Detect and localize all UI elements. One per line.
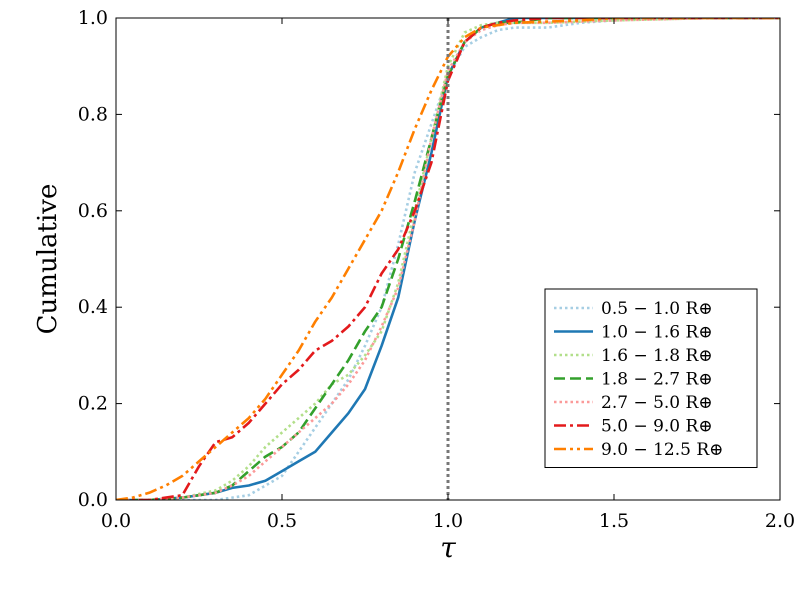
x-tick-label: 0.5 [267, 510, 297, 532]
legend-label-2: 1.0 − 1.6 R⊕ [601, 323, 713, 343]
y-tick-label: 0.8 [78, 103, 108, 125]
series-line-3 [116, 18, 780, 500]
y-tick-label: 1.0 [78, 7, 108, 29]
series-line-7 [116, 18, 780, 500]
y-tick-label: 0.2 [78, 393, 108, 415]
series-line-6 [116, 18, 780, 500]
series-layer [116, 18, 780, 500]
y-tick-label: 0.0 [78, 489, 108, 511]
y-tick-label: 0.6 [78, 200, 108, 222]
x-tick-label: 0.0 [101, 510, 131, 532]
x-tick-label: 2.0 [765, 510, 795, 532]
series-line-2 [116, 18, 780, 500]
series-line-1 [116, 18, 780, 500]
legend-label-3: 1.6 − 1.8 R⊕ [601, 346, 713, 366]
x-tick-label: 1.0 [433, 510, 463, 532]
series-line-5 [116, 18, 780, 500]
x-tick-label: 1.5 [599, 510, 629, 532]
y-tick-label: 0.4 [78, 296, 108, 318]
legend-label-7: 9.0 − 12.5 R⊕ [601, 440, 723, 460]
legend-label-1: 0.5 − 1.0 R⊕ [601, 299, 713, 319]
x-axis-title: τ [440, 531, 456, 564]
legend-label-5: 2.7 − 5.0 R⊕ [601, 393, 713, 413]
y-axis-title: Cumulative [33, 184, 63, 335]
legend-label-4: 1.8 − 2.7 R⊕ [601, 370, 713, 390]
legend: 0.5 − 1.0 R⊕ 1.0 − 1.6 R⊕ 1.6 − 1.8 R⊕ 1.8 … [544, 288, 758, 468]
legend-label-6: 5.0 − 9.0 R⊕ [601, 417, 713, 437]
ticks-layer: 0.0 0.5 1.0 1.5 2.0 0.0 0.2 0.4 0.6 0.8 1.0 [78, 7, 795, 532]
